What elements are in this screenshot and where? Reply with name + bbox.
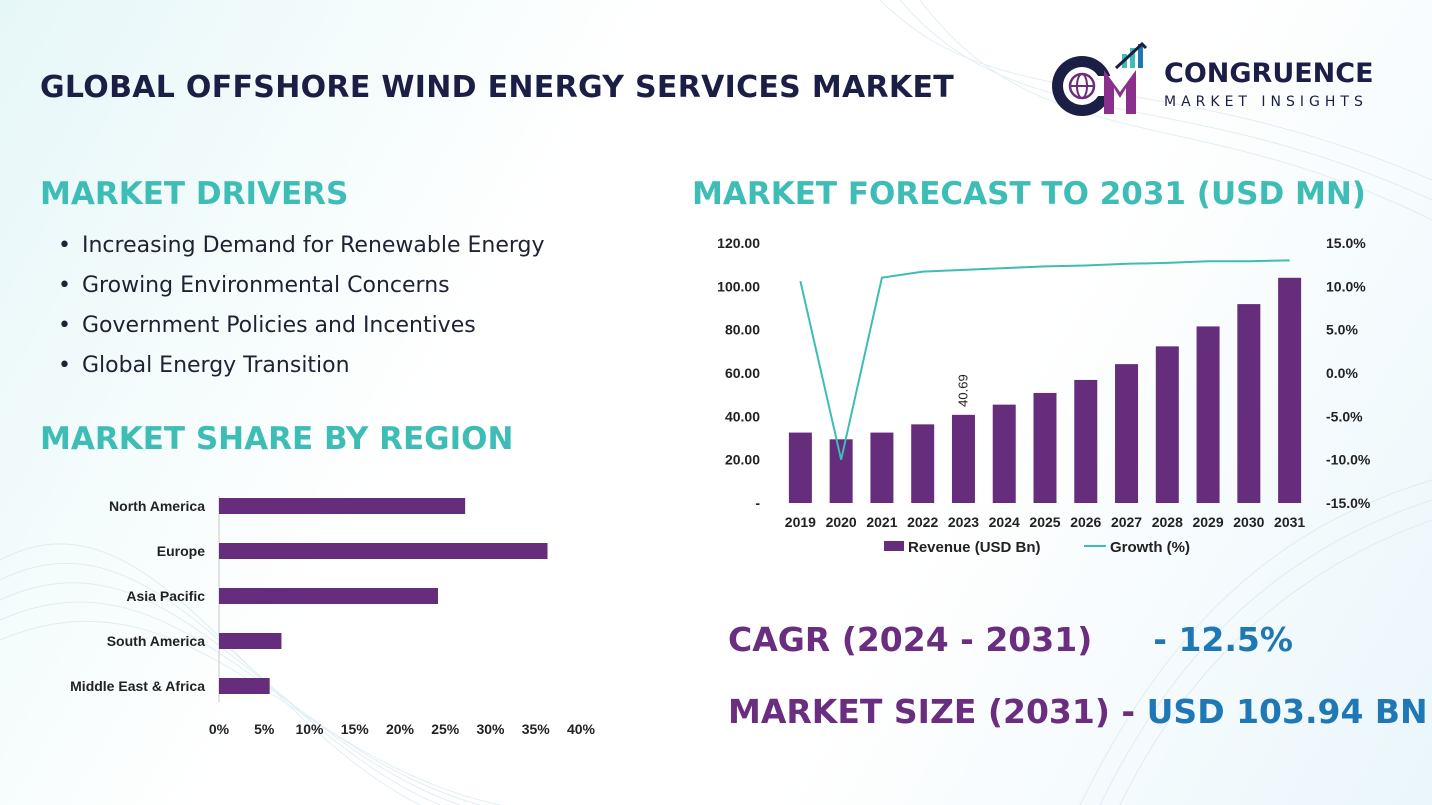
right-tick-label: -10.0% [1326, 452, 1371, 468]
left-tick-label: 100.00 [717, 278, 760, 294]
legend-swatch-revenue [884, 541, 904, 551]
driver-item: • Growing Environmental Concerns [58, 268, 545, 308]
logo-m-shape [1104, 70, 1136, 114]
region-bar [219, 588, 439, 604]
legend-label-growth: Growth (%) [1110, 539, 1190, 556]
driver-item: • Global Energy Transition [58, 348, 545, 388]
cagr-label: CAGR (2024 - 2031) [728, 620, 1093, 659]
page-title: GLOBAL OFFSHORE WIND ENERGY SERVICES MAR… [40, 70, 955, 105]
left-tick-label: 40.00 [725, 408, 760, 424]
forecast-chart: - 20.00 40.00 60.00 80.00 100.00 120.00 -15.0% -… [717, 235, 1371, 556]
legend-label-revenue: Revenue (USD Bn) [908, 539, 1041, 556]
driver-text: Growing Environmental Concerns [82, 273, 450, 298]
logo-wordmark: CONGRUENCE [1164, 58, 1374, 89]
drivers-heading: MARKET DRIVERS [40, 176, 349, 212]
x-tick-label: 2030 [1233, 514, 1264, 530]
left-tick-label: - [755, 495, 760, 511]
left-tick-label: 60.00 [725, 365, 760, 381]
region-label: Asia Pacific [126, 588, 205, 604]
market-size-label: MARKET SIZE (2031) [728, 692, 1110, 731]
revenue-bar [1196, 326, 1220, 503]
x-tick-label: 25% [431, 721, 460, 737]
driver-text: Government Policies and Incentives [82, 313, 476, 338]
logo-mark [1052, 41, 1148, 116]
cagr-stat: CAGR (2024 - 2031) - 12.5% [728, 620, 1293, 659]
right-tick-label: 10.0% [1326, 278, 1366, 294]
x-tick-label: 2020 [826, 514, 857, 530]
trend-arrow-icon [1114, 41, 1148, 70]
region-bar [219, 678, 270, 694]
x-tick-label: 2028 [1152, 514, 1183, 530]
x-tick-label: 0% [209, 721, 230, 737]
left-tick-label: 80.00 [725, 322, 760, 338]
revenue-bar [1278, 277, 1302, 503]
growth-line [799, 259, 1290, 460]
brand-logo: CONGRUENCE MARKET INSIGHTS [1046, 41, 1396, 118]
x-tick-label: 2021 [866, 514, 897, 530]
region-bar [219, 633, 282, 649]
left-tick-label: 20.00 [725, 452, 760, 468]
revenue-bar [870, 432, 894, 503]
region-bar [219, 543, 548, 559]
logo-tagline: MARKET INSIGHTS [1164, 94, 1368, 110]
x-tick-label: 40% [567, 721, 596, 737]
x-tick-label: 2027 [1111, 514, 1142, 530]
bullet-icon: • [58, 353, 71, 378]
left-tick-label: 120.00 [717, 235, 760, 251]
bullet-icon: • [58, 273, 71, 298]
revenue-bar [1155, 346, 1179, 503]
region-label: Middle East & Africa [70, 678, 205, 694]
region-label: North America [109, 498, 205, 514]
right-tick-label: 15.0% [1326, 235, 1366, 251]
right-tick-label: 0.0% [1326, 365, 1358, 381]
x-tick-label: 30% [476, 721, 505, 737]
x-tick-label: 2024 [989, 514, 1020, 530]
bullet-icon: • [58, 313, 71, 338]
right-tick-label: -5.0% [1326, 408, 1363, 424]
driver-text: Increasing Demand for Renewable Energy [82, 233, 545, 258]
cagr-value: - 12.5% [1153, 620, 1293, 659]
x-tick-label: 2031 [1274, 514, 1305, 530]
region-bar [219, 498, 466, 514]
x-tick-label: 15% [341, 721, 370, 737]
region-share-chart: North America Europe Asia Pacific South Ame… [70, 496, 596, 737]
revenue-bar [1237, 304, 1261, 503]
x-tick-label: 2022 [907, 514, 938, 530]
x-tick-label: 2026 [1070, 514, 1101, 530]
data-label: 40.69 [955, 374, 970, 407]
x-tick-label: 2025 [1029, 514, 1060, 530]
region-heading: MARKET SHARE BY REGION [40, 421, 514, 457]
x-tick-label: 2029 [1192, 514, 1223, 530]
region-label: Europe [157, 543, 205, 559]
market-size-sep: - [1121, 692, 1136, 731]
x-tick-label: 35% [522, 721, 551, 737]
bullet-icon: • [58, 233, 71, 258]
revenue-bar [788, 432, 812, 503]
drivers-list: • Increasing Demand for Renewable Energy … [58, 228, 545, 388]
right-tick-label: -15.0% [1326, 495, 1371, 511]
revenue-bar [1074, 379, 1098, 503]
revenue-bar [1115, 364, 1139, 503]
x-tick-label: 2019 [785, 514, 816, 530]
driver-item: • Increasing Demand for Renewable Energy [58, 228, 545, 268]
revenue-bar [1033, 392, 1057, 503]
x-tick-label: 10% [295, 721, 324, 737]
revenue-bar [951, 414, 975, 503]
driver-item: • Government Policies and Incentives [58, 308, 545, 348]
revenue-bar [992, 404, 1016, 503]
driver-text: Global Energy Transition [82, 353, 350, 378]
right-tick-label: 5.0% [1326, 322, 1358, 338]
x-tick-label: 2023 [948, 514, 979, 530]
forecast-heading: MARKET FORECAST TO 2031 (USD MN) [692, 176, 1366, 212]
market-size-value: USD 103.94 BN [1146, 692, 1428, 731]
region-label: South America [107, 633, 205, 649]
market-size-stat: MARKET SIZE (2031) - USD 103.94 BN [728, 692, 1428, 731]
x-tick-label: 5% [254, 721, 275, 737]
revenue-bar [829, 439, 853, 503]
revenue-bar [911, 424, 935, 503]
x-tick-label: 20% [386, 721, 415, 737]
